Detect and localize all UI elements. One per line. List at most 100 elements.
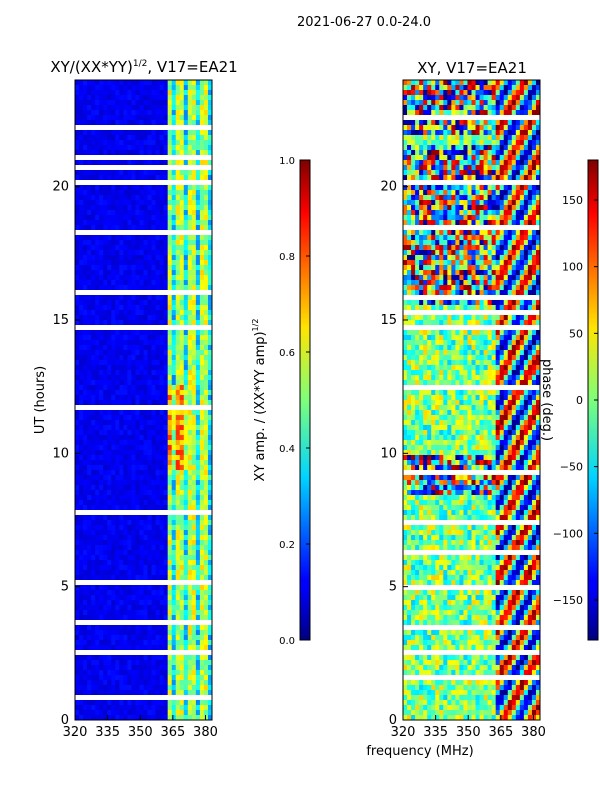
amp-cell [123,370,128,376]
amp-cell [207,90,213,96]
amp-cell [83,85,88,91]
amp-cell [103,675,108,681]
amp-cell [83,250,88,256]
amp-cell [151,540,156,546]
phase-cell [407,80,412,86]
amp-cell [75,535,80,541]
amp-cell [103,495,108,501]
amp-cell [83,590,88,596]
amp-cell [179,295,185,301]
amp-cell [83,515,88,521]
amp-cell [155,165,161,171]
amp-cell [139,600,144,606]
amp-cell [159,695,165,701]
amp-cell [103,535,108,541]
phase-cell [523,160,529,166]
phase-cell [435,150,440,156]
amp-cell [183,690,189,696]
amp-cell [99,495,104,501]
phase-cell [487,95,493,101]
amp-cell [195,375,201,381]
phase-cell [487,135,493,141]
amp-cell [131,105,136,111]
amp-cell [131,655,136,661]
phase-cell [459,150,464,156]
amp-cell [87,380,92,386]
amp-cell [147,295,152,301]
amp-cell [91,100,96,106]
amp-cell [87,665,92,671]
amp-cell [143,335,148,341]
phase-cell [451,105,456,111]
amp-cell [131,535,136,541]
amp-cell [195,470,201,476]
amp-cell [191,625,197,631]
amp-cell [191,170,197,176]
amp-cell [195,360,201,366]
amp-cell [107,125,112,131]
amp-cell [187,570,193,576]
amp-cell [95,360,100,366]
amp-cell [91,320,96,326]
amp-cell [171,470,177,476]
amp-cell [139,235,144,241]
amp-cell [187,705,193,711]
amp-cell [187,215,193,221]
amp-cell [203,360,209,366]
amp-cell [179,680,185,686]
amp-cell [131,95,136,101]
amp-cell [147,325,152,331]
amp-cell [139,495,144,501]
phase-cell [463,110,468,116]
phase-cell [431,150,436,156]
phase-cell [503,140,509,146]
amp-cell [79,710,84,716]
amp-cell [195,435,201,441]
amp-cell [75,105,80,111]
amp-cell [127,445,132,451]
amp-cell [171,615,177,621]
amp-cell [103,180,108,186]
amp-cell [107,315,112,321]
amp-cell [127,545,132,551]
amp-cell [207,715,213,721]
amp-cell [143,410,148,416]
amp-cell [99,265,104,271]
phase-cell [403,80,408,86]
amp-cell [119,185,124,191]
amp-cell [127,285,132,291]
phase-cell [483,150,489,156]
amp-cell [87,480,92,486]
amp-cell [163,110,169,116]
amp-cell [147,415,152,421]
amp-cell [155,535,161,541]
amp-cell [155,280,161,286]
phase-cell [447,165,452,171]
phase-cell [491,130,497,136]
amp-cell [195,450,201,456]
amp-cell [183,205,189,211]
amp-cell [99,85,104,91]
amp-cell [139,345,144,351]
amp-cell [135,655,140,661]
amp-cell [179,565,185,571]
phase-cell [471,120,476,126]
amp-cell [123,340,128,346]
amp-cell [127,600,132,606]
amp-cell [143,435,148,441]
amp-cell [131,395,136,401]
amp-cell [79,395,84,401]
phase-cell [439,100,444,106]
phase-cell [515,160,521,166]
amp-cell [83,620,88,626]
amp-cell [83,205,88,211]
amp-cell [179,290,185,296]
amp-cell [87,595,92,601]
amp-cell [147,200,152,206]
amp-cell [107,330,112,336]
amp-cell [179,255,185,261]
phase-cell [535,115,541,121]
amp-cell [143,415,148,421]
amp-cell [207,215,213,221]
